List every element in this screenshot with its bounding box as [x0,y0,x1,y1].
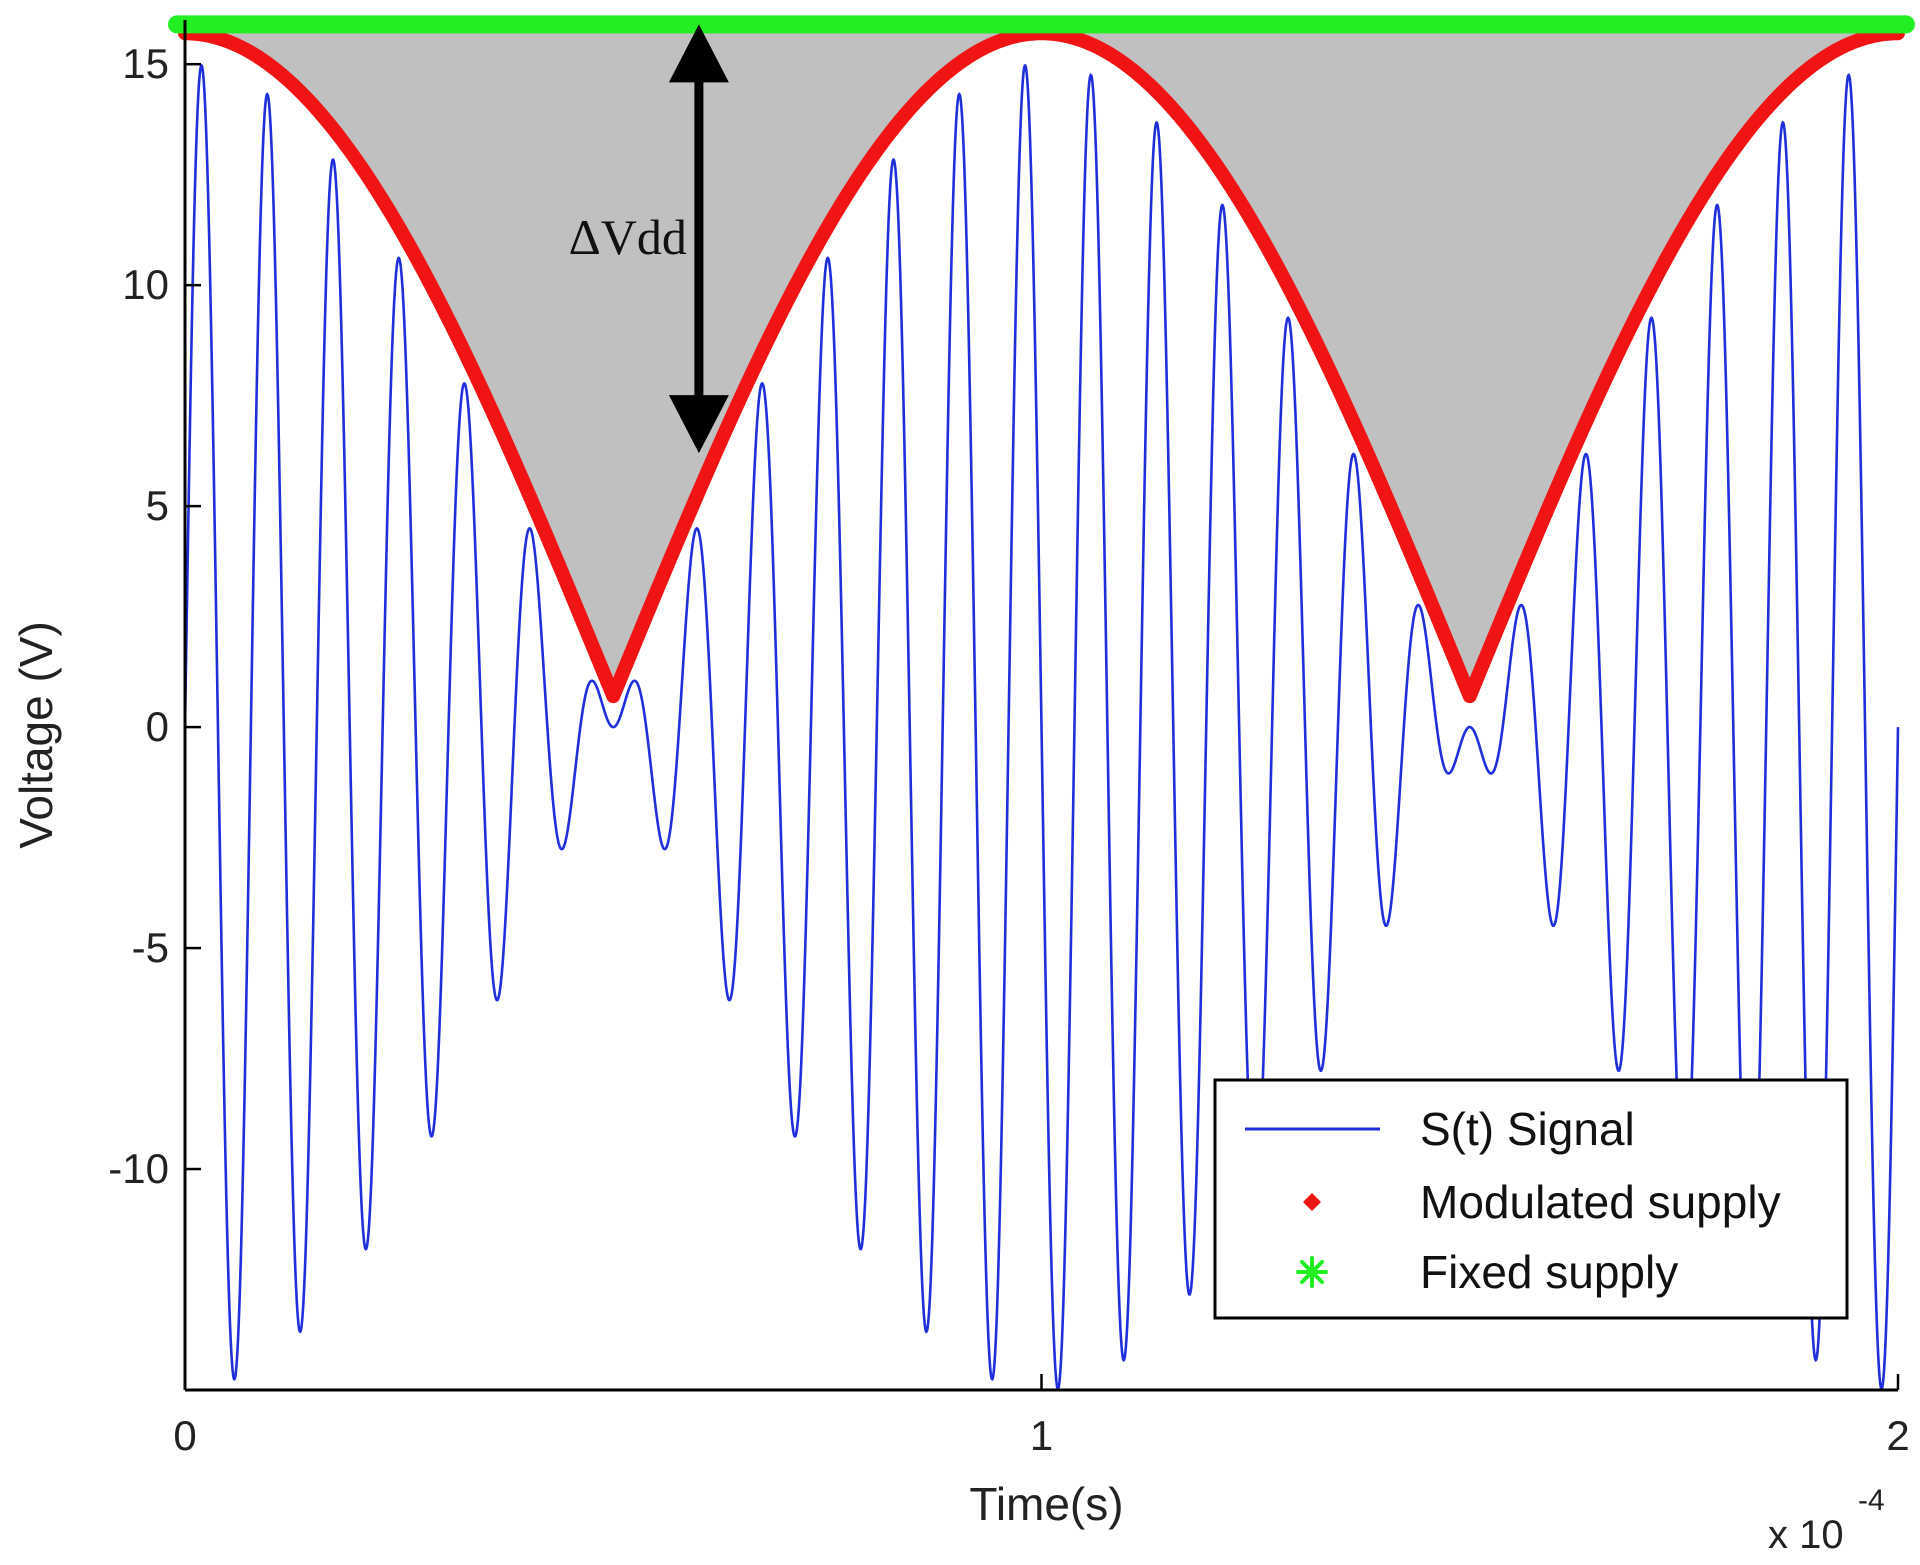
headroom-fill [185,24,1898,697]
y-axis-label: Voltage (V) [10,621,62,849]
x-tick-label: 0 [173,1412,196,1459]
y-tick-label: -10 [108,1145,169,1192]
legend-label-fixed: Fixed supply [1420,1246,1678,1298]
legend-star-stroke [1300,1260,1324,1284]
legend-swatch-modulated [1303,1193,1321,1211]
x-tick-label: 2 [1886,1412,1909,1459]
x-exponent-base: x 10 [1768,1513,1844,1557]
x-exponent-power: -4 [1858,1484,1885,1517]
x-axis-label: Time(s) [969,1478,1123,1530]
legend: S(t) Signal Modulated supply Fixed supply [1213,1078,1849,1320]
axes: 15 10 5 0 -5 -10 0 1 2 Time(s) Voltage (V) x 10 -4 [10,20,1910,1557]
legend-label-modulated: Modulated supply [1420,1176,1781,1228]
y-tick-label: 0 [146,703,169,750]
y-tick-label: -5 [132,924,169,971]
x-tick-label: 1 [1030,1412,1053,1459]
y-tick-label: 5 [146,482,169,529]
delta-vdd-arrow-head-bottom [668,395,729,454]
y-tick-label: 15 [122,40,169,87]
legend-label-signal: S(t) Signal [1420,1103,1635,1155]
delta-vdd-arrow-head-top [668,24,729,83]
annotations: ΔVdd [569,24,729,454]
plot-area [168,15,1915,1390]
delta-vdd-label: ΔVdd [569,209,687,265]
y-tick-label: 10 [122,261,169,308]
series-signal-line [183,63,1900,1390]
legend-swatch-fixed [1296,1256,1328,1288]
